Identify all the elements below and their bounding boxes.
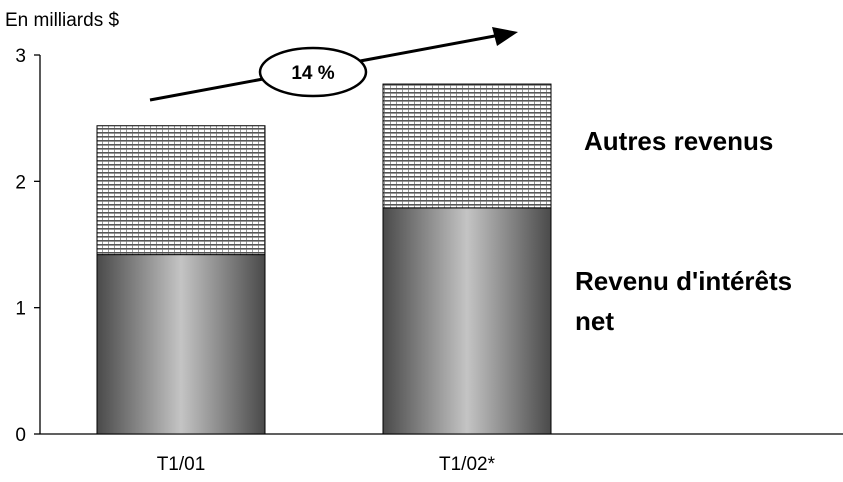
y-tick-label: 3 bbox=[15, 46, 26, 67]
unit-label: En milliards $ bbox=[5, 10, 119, 31]
y-tick-label: 1 bbox=[15, 299, 26, 320]
series-label-autres-revenus: Autres revenus bbox=[584, 126, 773, 156]
x-tick-label: T1/02* bbox=[439, 454, 496, 475]
bars bbox=[96, 83, 552, 435]
bar-segment bbox=[96, 254, 266, 435]
growth-annotation: 14 % bbox=[149, 27, 518, 102]
series-label-revenu-interets-line2: net bbox=[575, 306, 614, 336]
bar-segment bbox=[382, 207, 552, 435]
y-ticks: 0 1 2 3 bbox=[15, 46, 40, 446]
x-tick-label: T1/01 bbox=[157, 454, 206, 475]
y-tick-label: 2 bbox=[15, 172, 26, 193]
growth-ellipse bbox=[258, 46, 368, 98]
y-tick-label: 0 bbox=[15, 425, 26, 446]
bar-segment bbox=[382, 83, 552, 209]
series-label-revenu-interets-line1: Revenu d'intérêts bbox=[575, 266, 792, 296]
growth-arrow-head bbox=[492, 27, 518, 46]
bar-segment bbox=[96, 125, 266, 256]
growth-percent: 14 % bbox=[291, 63, 334, 84]
x-tick-labels: T1/01 T1/02* bbox=[157, 454, 496, 475]
